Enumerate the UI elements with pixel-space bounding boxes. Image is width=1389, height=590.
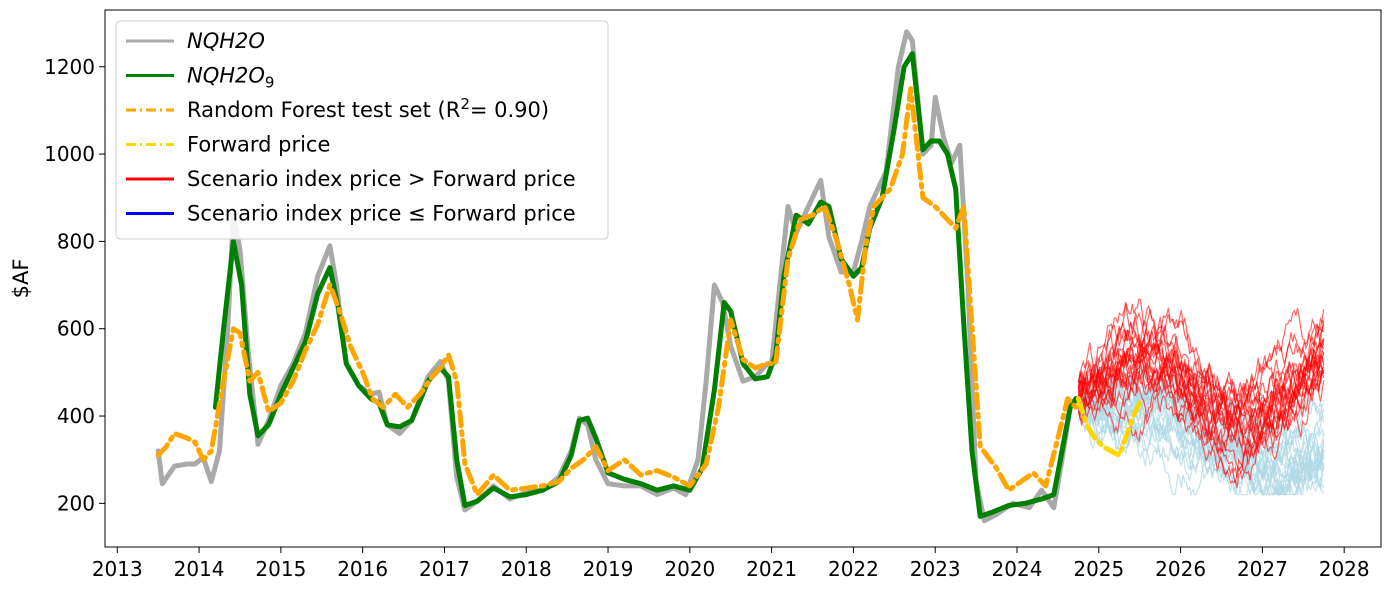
x-tick-label: 2017: [419, 557, 470, 581]
legend-label: NQH2O: [187, 29, 265, 53]
scenario-path-below: [1078, 379, 1325, 487]
scenario-path-above: [1077, 343, 1325, 438]
scenario-path-above: [1077, 363, 1325, 446]
scenario-path-above: [1077, 364, 1325, 481]
series-line-2: [155, 86, 1079, 498]
x-tick-label: 2022: [828, 557, 879, 581]
series-layer: [155, 29, 1143, 524]
x-tick-label: 2027: [1237, 557, 1288, 581]
x-tick-label: 2018: [501, 557, 552, 581]
series-line-3: [1075, 396, 1143, 458]
legend-box: [115, 20, 609, 240]
y-tick-label: 1000: [44, 142, 95, 166]
x-tick-label: 2025: [1073, 557, 1124, 581]
plot-frame: [104, 9, 1382, 548]
x-tick-label: 2015: [255, 557, 306, 581]
y-tick-label: 600: [57, 317, 95, 341]
series-line-0: [155, 29, 1081, 524]
scenario-path-below: [1078, 382, 1325, 487]
legend-label: Scenario index price ≤ Forward price: [187, 202, 576, 226]
scenario-path-above: [1077, 309, 1325, 403]
legend-label: Scenario index price > Forward price: [187, 167, 576, 191]
y-tick-label: 1200: [44, 55, 95, 79]
x-tick-label: 2028: [1319, 557, 1370, 581]
legend-label: Forward price: [187, 133, 330, 157]
x-tick-label: 2023: [910, 557, 961, 581]
x-tick-label: 2013: [92, 557, 143, 581]
scenario-path-above: [1078, 317, 1325, 426]
x-tick-label: 2019: [583, 557, 634, 581]
scenario-layer: [1077, 298, 1325, 497]
x-tick-label: 2024: [992, 557, 1043, 581]
y-tick-label: 800: [57, 229, 95, 253]
x-axis: 2013 2014 2015 2016 2017 2018 2019 2020 2021 2022…: [92, 547, 1370, 581]
series-line-1: [212, 51, 1079, 519]
x-tick-label: 2021: [746, 557, 797, 581]
y-tick-label: 200: [57, 491, 95, 515]
x-tick-label: 2014: [174, 557, 225, 581]
legend-label: NQH2O9: [187, 64, 274, 92]
scenario-path-above: [1077, 324, 1325, 423]
y-axis-label: $AF: [9, 259, 33, 299]
legend: NQH2O NQH2O9 Random Forest test set (R2= 0…: [115, 20, 609, 240]
x-tick-label: 2026: [1155, 557, 1206, 581]
legend-label: Random Forest test set (R2= 0.90): [187, 95, 549, 122]
y-tick-label: 400: [57, 404, 95, 428]
y-axis: 200 400 600 800 1000 1200: [44, 55, 105, 515]
x-tick-label: 2020: [664, 557, 715, 581]
scenario-path-above: [1077, 321, 1325, 428]
scenario-path-below: [1077, 360, 1325, 468]
x-tick-label: 2016: [337, 557, 388, 581]
